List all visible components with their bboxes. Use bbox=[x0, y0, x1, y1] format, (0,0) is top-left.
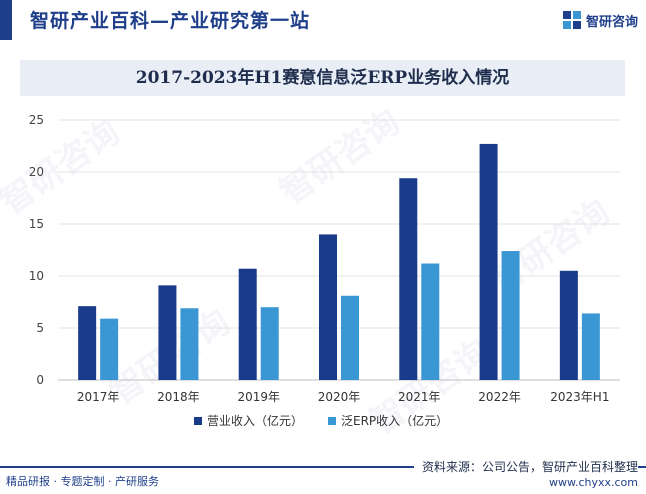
legend-label[interactable]: 泛ERP收入（亿元） bbox=[341, 413, 448, 428]
y-tick-label: 20 bbox=[29, 165, 44, 179]
erp-revenue-bar: 泛ERP收入（亿元） 2021年: 11.2 bbox=[421, 263, 440, 380]
x-tick-label: 2018年 bbox=[157, 390, 200, 404]
data-source: 资料来源：公司公告，智研产业百科整理 bbox=[413, 458, 638, 475]
erp-revenue-bar: 泛ERP收入（亿元） 2017年: 5.9 bbox=[100, 318, 119, 380]
revenue-bar: 营业收入（亿元） 2021年: 19.4 bbox=[399, 178, 418, 380]
y-tick-label: 10 bbox=[29, 269, 44, 283]
revenue-bar: 营业收入（亿元） 2017年: 7.1 bbox=[78, 306, 97, 380]
x-tick-label: 2017年 bbox=[77, 390, 120, 404]
y-tick-label: 5 bbox=[36, 321, 44, 335]
zhiyan-logo-icon bbox=[562, 11, 581, 29]
erp-revenue-bar: 泛ERP收入（亿元） 2019年: 7 bbox=[260, 307, 279, 380]
site-title: 智研产业百科—产业研究第一站 bbox=[30, 10, 311, 32]
erp-revenue-bar: 泛ERP收入（亿元） 2023年H1: 6.4 bbox=[581, 313, 600, 380]
revenue-bar: 营业收入（亿元） 2022年: 22.7 bbox=[479, 143, 498, 380]
y-tick-label: 0 bbox=[36, 373, 44, 387]
legend-label[interactable]: 营业收入（亿元） bbox=[207, 413, 303, 428]
legend-swatch bbox=[194, 417, 202, 425]
x-tick-label: 2020年 bbox=[318, 390, 361, 404]
revenue-bar: 营业收入（亿元） 2020年: 14 bbox=[319, 234, 337, 380]
erp-revenue-bar: 泛ERP收入（亿元） 2020年: 8.1 bbox=[341, 295, 359, 380]
brand-name: 智研咨询 bbox=[585, 14, 638, 30]
chart-title-band: 2017-2023年H1赛意信息泛ERP业务收入情况 bbox=[20, 60, 625, 96]
chart-title: 2017-2023年H1赛意信息泛ERP业务收入情况 bbox=[135, 68, 510, 88]
legend-swatch bbox=[328, 417, 336, 425]
revenue-bar: 营业收入（亿元） 2023年H1: 10.5 bbox=[559, 270, 578, 380]
erp-revenue-bar: 泛ERP收入（亿元） 2022年: 12.4 bbox=[501, 251, 520, 380]
brand[interactable]: 智研咨询 bbox=[562, 10, 638, 30]
x-tick-label: 2022年 bbox=[478, 390, 521, 404]
y-tick-label: 25 bbox=[29, 113, 44, 127]
footer-divider bbox=[0, 466, 646, 468]
x-tick-label: 2021年 bbox=[398, 390, 441, 404]
header-accent bbox=[0, 0, 12, 40]
y-tick-label: 15 bbox=[29, 217, 44, 231]
erp-revenue-bar: 泛ERP收入（亿元） 2018年: 6.9 bbox=[180, 308, 199, 380]
site-url[interactable]: www.chyxx.com bbox=[548, 476, 638, 489]
x-tick-label: 2019年 bbox=[237, 390, 280, 404]
bar-chart: 0510152025营业收入（亿元） 2017年: 7.1泛ERP收入（亿元） … bbox=[29, 113, 620, 428]
revenue-bar: 营业收入（亿元） 2019年: 10.7 bbox=[238, 268, 257, 380]
header-bar: 智研产业百科—产业研究第一站 智研咨询 bbox=[0, 0, 646, 40]
revenue-bar: 营业收入（亿元） 2018年: 9.1 bbox=[158, 285, 177, 380]
x-tick-label: 2023年H1 bbox=[550, 390, 609, 404]
footer-services: 精品研报 · 专题定制 · 产研服务 bbox=[6, 475, 159, 488]
